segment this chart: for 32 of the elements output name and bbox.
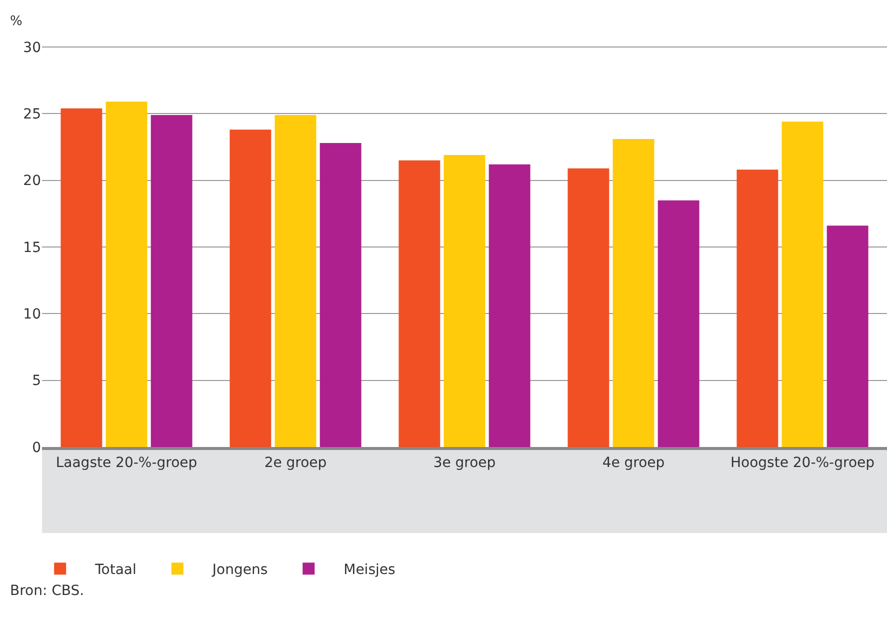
x-tick-label: Hoogste 20-%-groep bbox=[730, 454, 875, 471]
y-tick-label: 10 bbox=[23, 306, 41, 323]
bar bbox=[60, 108, 102, 447]
x-tick-label: 3e groep bbox=[433, 454, 496, 471]
legend-label: Totaal bbox=[94, 562, 136, 578]
bar bbox=[444, 155, 486, 447]
y-axis-title: % bbox=[10, 14, 22, 29]
bar bbox=[274, 115, 316, 447]
x-tick-label: 2e groep bbox=[264, 454, 327, 471]
bar bbox=[150, 115, 192, 447]
bar bbox=[568, 168, 610, 447]
legend-label: Jongens bbox=[211, 562, 268, 578]
bar bbox=[826, 226, 868, 447]
bar bbox=[320, 143, 362, 447]
legend-label: Meisjes bbox=[344, 562, 396, 578]
text: Bron: CBS. bbox=[10, 583, 84, 599]
y-tick-label: 25 bbox=[23, 106, 41, 123]
bar bbox=[230, 130, 272, 447]
bar bbox=[488, 164, 530, 447]
y-tick-label: 30 bbox=[23, 40, 41, 56]
y-tick-label: 0 bbox=[32, 440, 41, 456]
bar bbox=[782, 122, 824, 447]
bar bbox=[612, 139, 654, 447]
bar bbox=[736, 170, 778, 447]
y-tick-label: 5 bbox=[32, 373, 41, 390]
y-tick-label: 15 bbox=[23, 240, 41, 256]
bar bbox=[398, 160, 440, 447]
bar bbox=[106, 102, 148, 447]
x-tick-label: 4e groep bbox=[602, 454, 665, 471]
x-tick-label: Laagste 20-%-groep bbox=[56, 454, 198, 471]
y-tick-label: 20 bbox=[23, 173, 41, 190]
bar bbox=[658, 200, 700, 447]
